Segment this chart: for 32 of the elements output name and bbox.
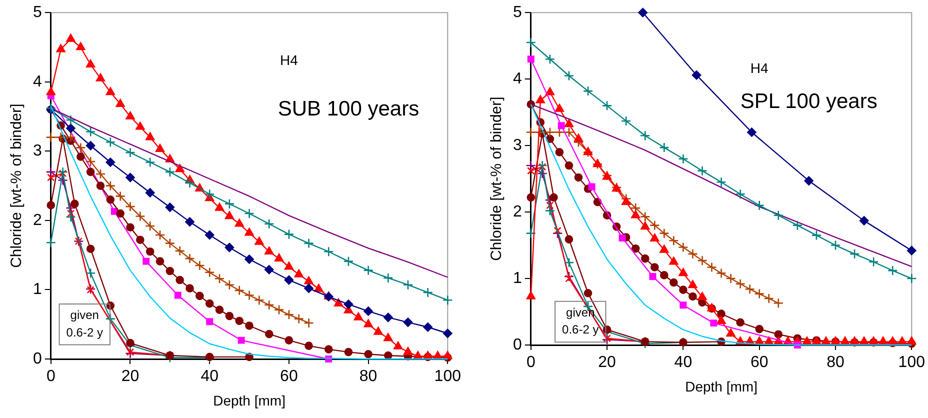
annotation: H4: [280, 52, 298, 68]
y-tick-label: 1: [32, 281, 42, 298]
y-tick-label: 4: [512, 70, 522, 88]
x-tick-label: 80: [826, 354, 844, 372]
y-tick-label: 5: [512, 4, 522, 22]
x-tick-label: 100: [898, 354, 926, 372]
y-tick-label: 0: [512, 336, 522, 354]
x-axis-title: Depth [mm]: [685, 378, 758, 394]
annotation: given 0.6-2 y: [66, 308, 103, 340]
x-axis-title: Depth [mm]: [213, 392, 286, 408]
y-tick-label: 4: [32, 73, 42, 90]
x-tick-label: 20: [121, 368, 140, 386]
y-tick-label: 3: [512, 136, 522, 154]
x-tick-label: 40: [200, 368, 219, 386]
annotation: SPL 100 years: [740, 90, 878, 114]
y-tick-label: 2: [32, 212, 42, 229]
y-tick-label: 2: [512, 203, 522, 220]
x-tick-label: 60: [750, 354, 768, 372]
y-axis-title: Chloride [wt-% of binder]: [8, 104, 26, 268]
y-tick-label: 5: [32, 4, 42, 22]
y-tick-label: 3: [32, 142, 42, 160]
y-tick-label: 1: [512, 270, 522, 287]
x-tick-label: 0: [46, 368, 56, 386]
x-tick-label: 80: [359, 368, 378, 386]
annotation: SUB 100 years: [278, 97, 420, 120]
x-tick-label: 40: [674, 354, 692, 372]
x-tick-label: 0: [526, 354, 536, 372]
x-tick-label: 20: [598, 354, 616, 372]
x-tick-label: 60: [280, 368, 298, 386]
x-tick-label: 100: [434, 368, 462, 386]
annotation: H4: [750, 60, 769, 76]
y-axis-title: Chloride [wt-% of binder]: [488, 96, 506, 261]
